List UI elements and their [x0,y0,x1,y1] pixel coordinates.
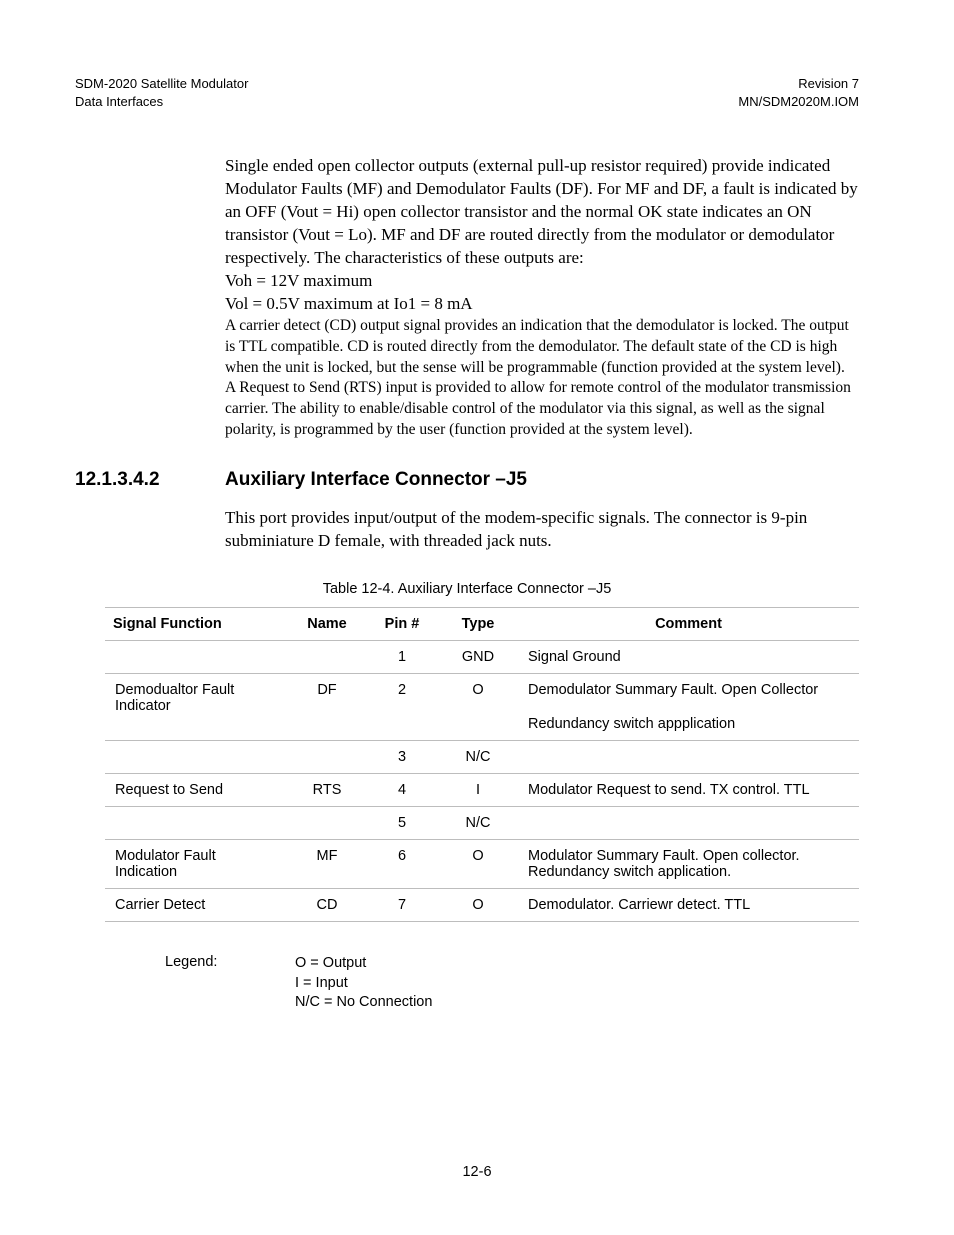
section-intro-block: This port provides input/output of the m… [225,507,859,553]
cell-signal: Request to Send [105,774,288,807]
header-right: Revision 7 MN/SDM2020M.IOM [738,75,859,110]
section-heading: 12.1.3.4.2 Auxiliary Interface Connector… [75,469,859,491]
paragraph-vol: Vol = 0.5V maximum at Io1 = 8 mA [225,293,859,316]
table-row: Demodualtor Fault IndicatorDF2ODemodulat… [105,674,859,741]
legend: Legend: O = Output I = Input N/C = No Co… [165,954,859,1013]
body-text-block-1: Single ended open collector outputs (ext… [225,155,859,441]
legend-i: I = Input [295,974,432,994]
table-row: 3N/C [105,741,859,774]
cell-pin: 1 [366,641,438,674]
header-left: SDM-2020 Satellite Modulator Data Interf… [75,75,248,110]
cell-type: O [438,889,518,922]
col-pin: Pin # [366,608,438,641]
cell-comment: Modulator Summary Fault. Open collector.… [518,840,859,889]
cell-signal [105,807,288,840]
cell-signal [105,641,288,674]
cell-name [288,807,366,840]
cell-name [288,641,366,674]
cell-pin: 7 [366,889,438,922]
table-body: 1GNDSignal GroundDemodualtor Fault Indic… [105,641,859,922]
col-name: Name [288,608,366,641]
cell-signal: Demodualtor Fault Indicator [105,674,288,741]
table-row: Modulator Fault IndicationMF6OModulator … [105,840,859,889]
page-footer: 12-6 [0,1164,954,1180]
cell-name: DF [288,674,366,741]
table-row: 5N/C [105,807,859,840]
table-row: Request to SendRTS4IModulator Request to… [105,774,859,807]
cell-comment: Demodulator Summary Fault. Open Collecto… [518,674,859,741]
col-signal: Signal Function [105,608,288,641]
cell-name: MF [288,840,366,889]
paragraph-voh: Voh = 12V maximum [225,270,859,293]
page-number: 12-6 [462,1164,491,1180]
cell-type: GND [438,641,518,674]
table-row: Carrier DetectCD7ODemodulator. Carriewr … [105,889,859,922]
cell-type: N/C [438,741,518,774]
legend-defs: O = Output I = Input N/C = No Connection [295,954,432,1013]
cell-pin: 3 [366,741,438,774]
table-row: 1GNDSignal Ground [105,641,859,674]
cell-comment: Demodulator. Carriewr detect. TTL [518,889,859,922]
cell-comment: Signal Ground [518,641,859,674]
page-header: SDM-2020 Satellite Modulator Data Interf… [75,75,859,110]
legend-nc: N/C = No Connection [295,993,432,1013]
page: SDM-2020 Satellite Modulator Data Interf… [0,0,954,1235]
paragraph-faults: Single ended open collector outputs (ext… [225,155,859,270]
cell-signal: Modulator Fault Indication [105,840,288,889]
cell-type: O [438,840,518,889]
cell-comment [518,807,859,840]
header-product: SDM-2020 Satellite Modulator [75,75,248,93]
cell-signal [105,741,288,774]
header-docnum: MN/SDM2020M.IOM [738,93,859,111]
cell-name: RTS [288,774,366,807]
cell-type: O [438,674,518,741]
section-intro: This port provides input/output of the m… [225,507,859,553]
cell-signal: Carrier Detect [105,889,288,922]
table-caption: Table 12-4. Auxiliary Interface Connecto… [75,581,859,597]
cell-type: I [438,774,518,807]
cell-comment [518,741,859,774]
cell-pin: 6 [366,840,438,889]
cell-pin: 4 [366,774,438,807]
col-type: Type [438,608,518,641]
header-revision: Revision 7 [738,75,859,93]
cell-name: CD [288,889,366,922]
cell-comment: Modulator Request to send. TX control. T… [518,774,859,807]
aux-interface-table: Signal Function Name Pin # Type Comment … [105,607,859,922]
section-title: Auxiliary Interface Connector –J5 [225,469,527,491]
legend-label: Legend: [165,954,295,1013]
cell-type: N/C [438,807,518,840]
paragraph-rts: A Request to Send (RTS) input is provide… [225,378,859,441]
cell-pin: 2 [366,674,438,741]
header-section: Data Interfaces [75,93,248,111]
cell-pin: 5 [366,807,438,840]
section-number: 12.1.3.4.2 [75,469,225,491]
legend-o: O = Output [295,954,432,974]
col-comment: Comment [518,608,859,641]
cell-name [288,741,366,774]
table-header-row: Signal Function Name Pin # Type Comment [105,608,859,641]
paragraph-cd: A carrier detect (CD) output signal prov… [225,316,859,379]
